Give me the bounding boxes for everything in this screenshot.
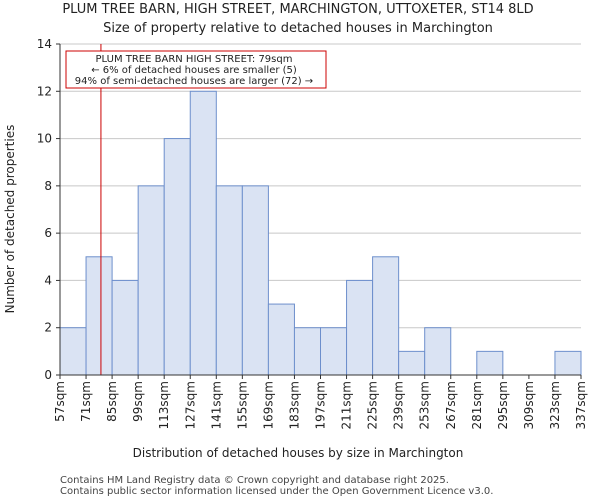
bar	[111, 279, 139, 376]
annotation-frame	[65, 50, 327, 89]
y-axis-label: Number of detached properties	[3, 125, 17, 314]
x-tick-label: 323sqm	[548, 381, 562, 429]
bar	[372, 256, 400, 376]
x-ticks: 57sqm 71sqm 85sqm 99sqm 113sqm 127sqm 141sqm 15…	[53, 375, 588, 429]
bar	[424, 327, 452, 376]
y-tick-label: 4	[44, 273, 52, 287]
bar	[476, 350, 504, 376]
x-tick-label: 239sqm	[392, 381, 406, 429]
x-tick-label: 183sqm	[287, 381, 301, 429]
x-tick-label: 71sqm	[79, 381, 93, 422]
x-tick-label: 127sqm	[183, 381, 197, 429]
bar	[85, 256, 113, 376]
y-tick-label: 6	[44, 226, 52, 240]
x-tick-label: 99sqm	[131, 381, 145, 422]
x-tick-label: 211sqm	[340, 381, 354, 429]
x-tick-label: 309sqm	[522, 381, 536, 429]
y-tick-label: 0	[44, 368, 52, 382]
bar	[398, 350, 426, 376]
bar	[241, 185, 269, 376]
bar	[59, 327, 87, 376]
bar	[293, 327, 322, 376]
bar	[267, 303, 295, 376]
x-tick-label: 113sqm	[157, 381, 171, 429]
bars	[59, 90, 582, 376]
x-tick-label: 57sqm	[53, 381, 67, 422]
bar	[137, 185, 165, 376]
x-tick-label: 253sqm	[418, 381, 432, 429]
x-tick-label: 141sqm	[209, 381, 223, 429]
annotation-line-3: 94% of semi-detached houses are larger (…	[75, 76, 313, 87]
y-ticks: 0 2 4 6 8 10 12 14	[37, 37, 60, 382]
x-tick-label: 337sqm	[574, 381, 588, 429]
x-tick-label: 85sqm	[105, 381, 119, 422]
x-tick-label: 197sqm	[314, 381, 328, 429]
x-tick-label: 225sqm	[366, 381, 380, 429]
bar	[189, 90, 217, 376]
chart-subtitle: Size of property relative to detached ho…	[103, 21, 493, 36]
bar	[320, 327, 348, 376]
x-tick-label: 295sqm	[496, 381, 510, 429]
footer-line-1: Contains HM Land Registry data © Crown c…	[60, 475, 449, 486]
chart-title: PLUM TREE BARN, HIGH STREET, MARCHINGTON…	[62, 2, 533, 17]
y-tick-label: 10	[37, 132, 52, 146]
bar	[554, 350, 582, 376]
x-tick-label: 169sqm	[261, 381, 275, 429]
annotation-box: PLUM TREE BARN HIGH STREET: 79sqm ← 6% o…	[65, 50, 327, 89]
x-tick-label: 155sqm	[235, 381, 249, 429]
x-axis-label: Distribution of detached houses by size …	[133, 446, 464, 460]
y-tick-label: 2	[44, 321, 52, 335]
x-tick-label: 281sqm	[470, 381, 484, 429]
annotation-line-2: ← 6% of detached houses are smaller (5)	[91, 65, 297, 76]
y-tick-label: 12	[37, 84, 52, 98]
y-tick-label: 8	[44, 179, 52, 193]
x-tick-label: 267sqm	[444, 381, 458, 429]
annotation-line-1: PLUM TREE BARN HIGH STREET: 79sqm	[96, 54, 293, 65]
bar	[215, 185, 243, 376]
bar	[163, 138, 191, 376]
y-tick-label: 14	[37, 37, 52, 51]
footer-line-2: Contains public sector information licen…	[60, 486, 493, 497]
bar	[346, 279, 374, 376]
